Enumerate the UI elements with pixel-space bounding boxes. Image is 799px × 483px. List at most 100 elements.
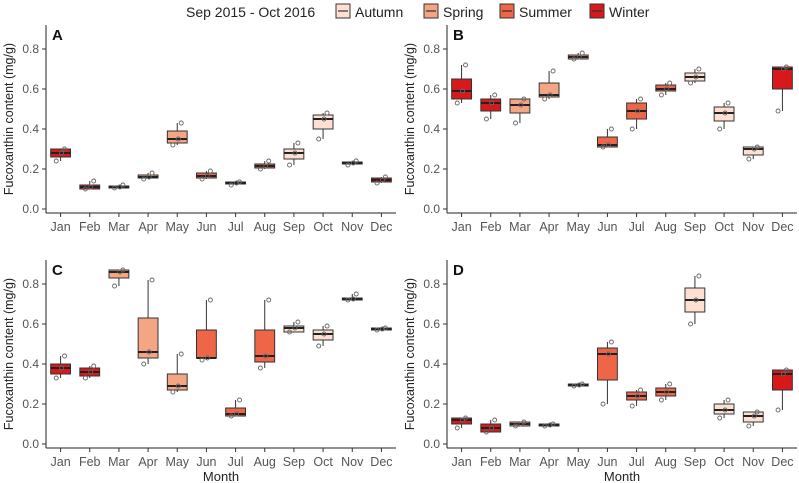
- data-point: [316, 136, 322, 142]
- box-aug: [254, 297, 276, 371]
- x-tick-label-apr: Apr: [138, 220, 157, 234]
- box-oct: [713, 397, 735, 421]
- data-point: [725, 397, 731, 403]
- data-point: [717, 126, 723, 132]
- box-may: [166, 120, 188, 148]
- box-jan: [451, 415, 472, 431]
- legend-label-spring: Spring: [443, 4, 483, 20]
- data-point: [725, 100, 731, 106]
- data-point: [542, 423, 548, 429]
- data-point: [492, 417, 498, 423]
- x-tick-label-jul: Jul: [629, 220, 645, 234]
- data-point: [207, 297, 213, 303]
- box-oct: [312, 110, 334, 142]
- x-tick-label-jan: Jan: [452, 455, 472, 469]
- data-point: [257, 166, 263, 172]
- x-tick-label-apr: Apr: [539, 220, 558, 234]
- panel-d: D 0.0 0.2 0.4 0.6 0.8 Fucoxanthin content (mg/…: [403, 260, 797, 483]
- box-sep: [684, 66, 706, 86]
- data-point: [638, 387, 643, 393]
- data-point: [146, 349, 152, 355]
- y-tick-label: 0.8: [423, 42, 440, 56]
- data-point: [321, 116, 327, 122]
- data-point: [629, 126, 635, 132]
- x-tick-label-jan: Jan: [51, 220, 71, 234]
- x-tick-label-dec: Dec: [370, 220, 392, 234]
- x-axis-title: Month: [604, 469, 640, 483]
- data-point: [579, 381, 585, 387]
- data-point: [345, 297, 351, 303]
- x-tick-label-sep: Sep: [283, 455, 305, 469]
- data-point: [608, 126, 614, 132]
- x-tick-label-may: May: [566, 220, 590, 234]
- data-point: [693, 74, 699, 80]
- data-point: [228, 182, 234, 188]
- data-point: [547, 92, 553, 98]
- data-point: [463, 415, 468, 421]
- data-point: [141, 361, 147, 367]
- data-point: [783, 64, 789, 70]
- data-point: [454, 100, 460, 106]
- x-tick-label-jun: Jun: [597, 220, 617, 234]
- data-point: [178, 351, 184, 357]
- data-point: [120, 267, 126, 273]
- data-point: [295, 140, 301, 146]
- x-tick-label-mar: Mar: [108, 220, 130, 234]
- box-iqr: [137, 317, 159, 359]
- y-tick-label: 0.6: [22, 82, 39, 96]
- x-tick-label-aug: Aug: [655, 455, 677, 469]
- box-iqr: [597, 347, 618, 381]
- data-point: [59, 365, 65, 371]
- data-point: [287, 162, 293, 168]
- data-point: [199, 357, 205, 363]
- data-point: [492, 92, 498, 98]
- data-point: [775, 407, 781, 413]
- data-point: [688, 321, 694, 327]
- y-tick-label: 0.4: [423, 122, 440, 136]
- data-point: [175, 136, 181, 142]
- y-tick-label: 0.0: [22, 202, 39, 216]
- data-point: [717, 415, 723, 421]
- data-point: [228, 413, 234, 419]
- data-point: [460, 88, 466, 94]
- legend: Sep 2015 - Oct 2016 Autumn Spring Summer Wi…: [186, 3, 650, 20]
- data-point: [266, 158, 272, 164]
- data-point: [263, 163, 269, 169]
- y-tick-label: 0.2: [22, 397, 39, 411]
- x-tick-label-dec: Dec: [370, 455, 392, 469]
- data-point: [350, 296, 356, 302]
- data-point: [579, 50, 585, 56]
- panel-label: D: [453, 262, 464, 279]
- y-axis-title: Fucoxanthin content (mg/g): [403, 43, 417, 195]
- data-point: [513, 423, 519, 429]
- data-point: [292, 150, 298, 156]
- data-point: [489, 425, 495, 431]
- x-axis-title: Month: [203, 469, 239, 483]
- data-point: [513, 120, 519, 126]
- data-point: [382, 174, 388, 180]
- box-nov: [742, 409, 764, 429]
- data-point: [199, 176, 205, 182]
- y-tick-label: 0.2: [22, 162, 39, 176]
- data-point: [91, 178, 97, 184]
- panel-label: B: [453, 27, 464, 44]
- data-point: [658, 397, 664, 403]
- y-tick-label: 0.8: [22, 277, 39, 291]
- x-tick-label-nov: Nov: [742, 455, 765, 469]
- x-tick-label-mar: Mar: [509, 455, 531, 469]
- data-point: [170, 389, 176, 395]
- y-tick-label: 0.8: [22, 42, 39, 56]
- box-dec: [772, 367, 793, 413]
- x-tick-label-jul: Jul: [629, 455, 645, 469]
- x-tick-label-sep: Sep: [684, 220, 706, 234]
- data-point: [754, 144, 760, 150]
- x-tick-label-feb: Feb: [480, 455, 502, 469]
- data-point: [353, 291, 359, 297]
- data-point: [234, 411, 240, 417]
- y-tick-label: 0.6: [22, 317, 39, 331]
- legend-label-autumn: Autumn: [355, 4, 403, 20]
- x-tick-label-oct: Oct: [714, 455, 734, 469]
- legend-label-winter: Winter: [609, 4, 650, 20]
- data-point: [353, 158, 359, 164]
- x-tick-label-oct: Oct: [714, 220, 734, 234]
